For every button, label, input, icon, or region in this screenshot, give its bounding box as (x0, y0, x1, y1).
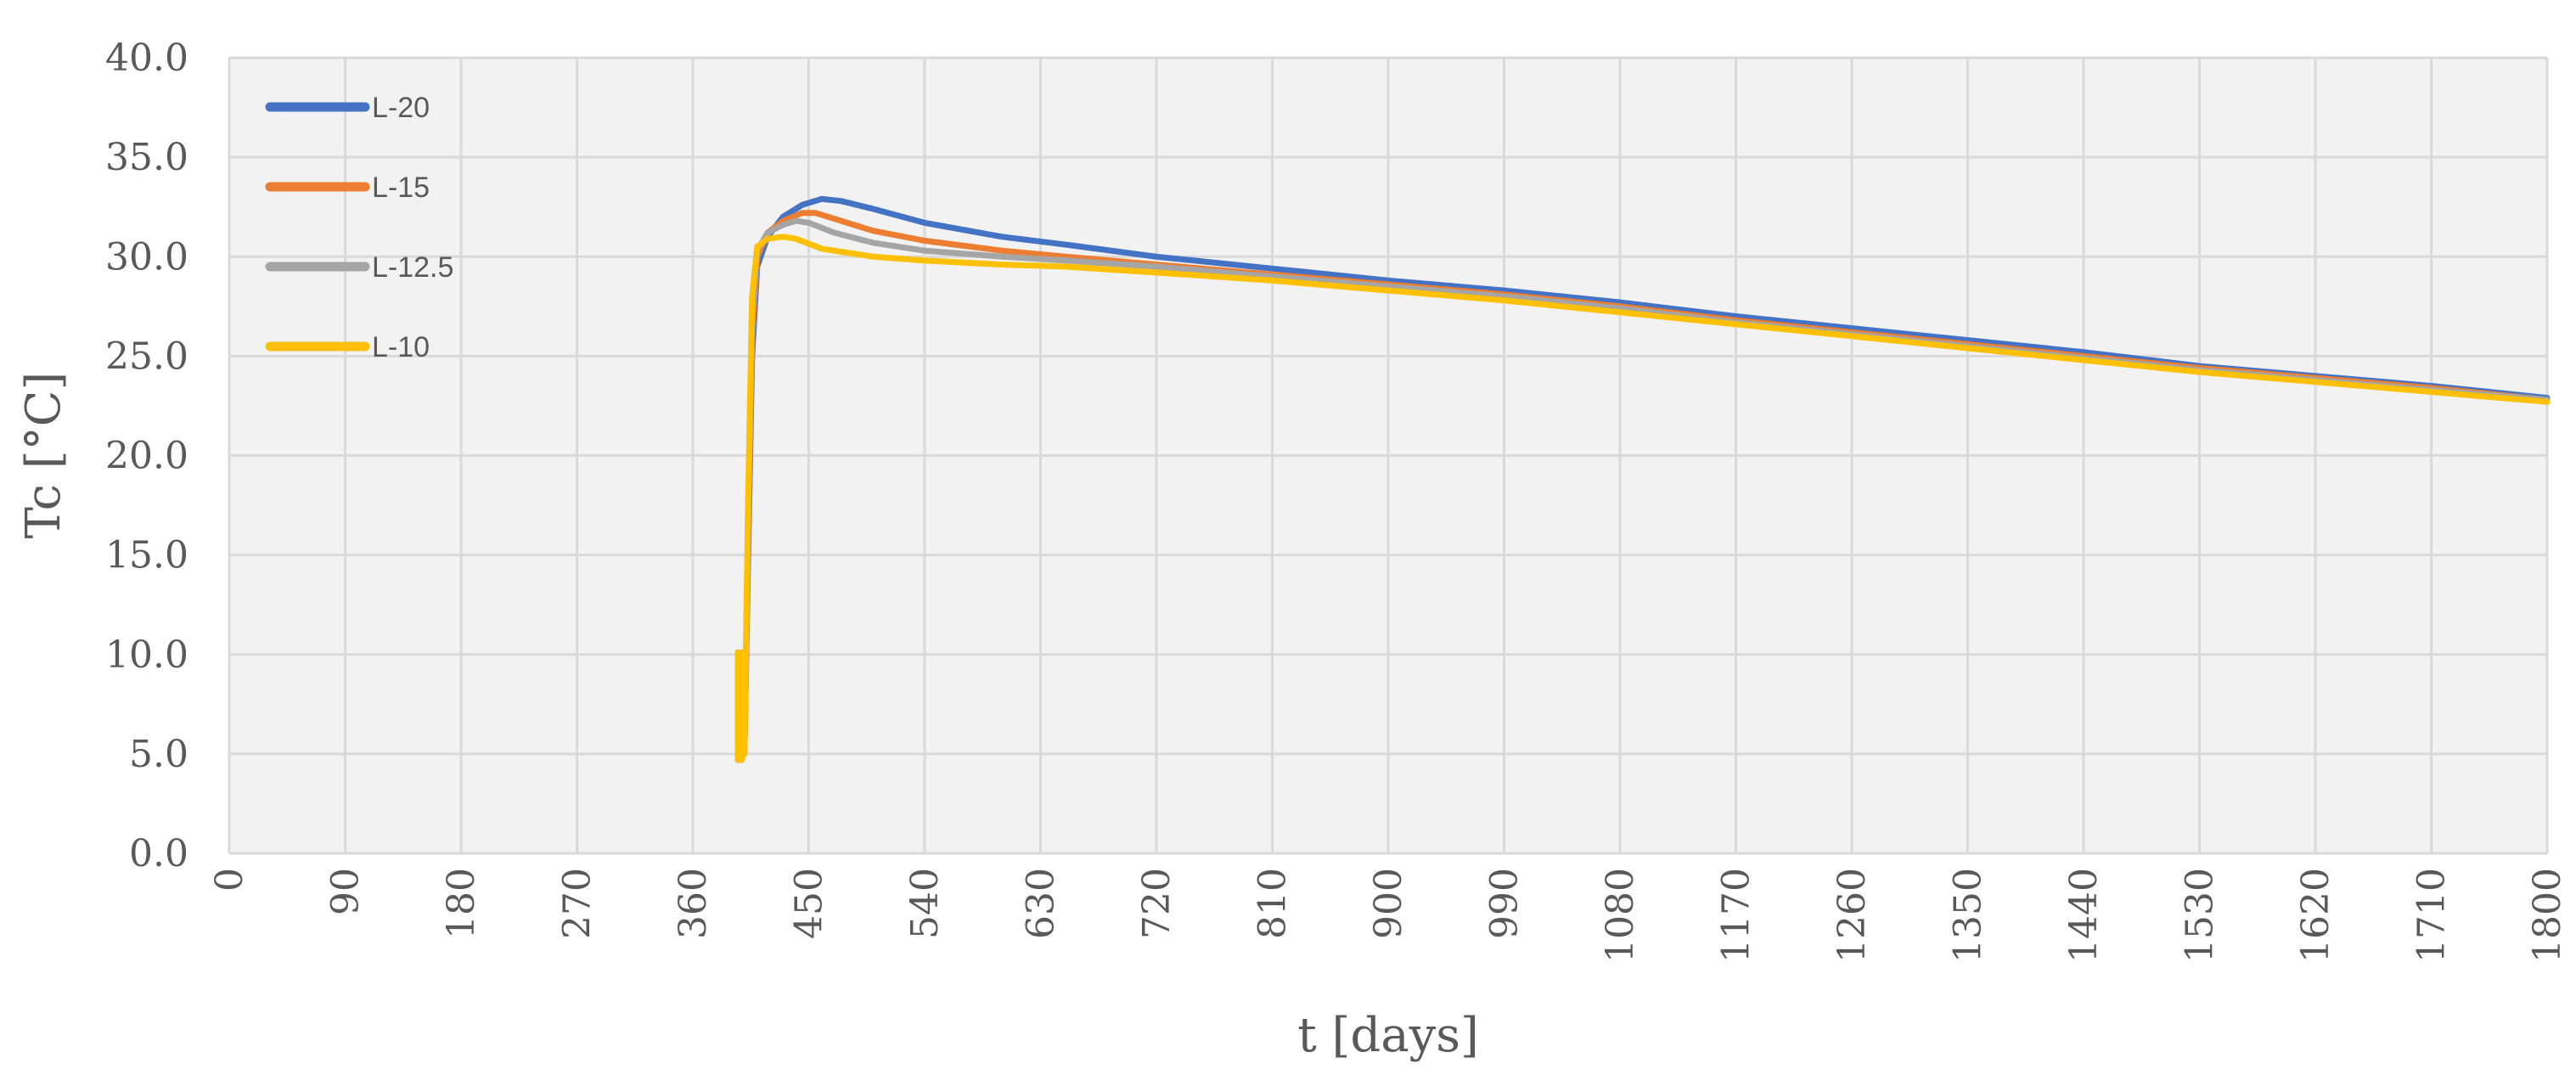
x-tick-label-10: 900 (1367, 868, 1410, 939)
legend-label-3: L-10 (372, 331, 430, 363)
x-tick-label-8: 720 (1135, 868, 1178, 939)
y-tick-label-8: 40.0 (105, 37, 188, 80)
y-tick-label-7: 35.0 (105, 136, 188, 179)
y-tick-label-3: 15.0 (105, 534, 188, 577)
x-tick-label-13: 1170 (1715, 868, 1758, 963)
y-axis-label: Tc [°C] (16, 372, 71, 539)
y-tick-label-1: 5.0 (129, 733, 188, 776)
y-tick-label-6: 30.0 (105, 235, 188, 279)
x-axis-label: t [days] (1297, 1008, 1479, 1063)
x-tick-label-0: 0 (208, 868, 251, 892)
x-tick-label-14: 1260 (1831, 868, 1874, 963)
y-tick-label-0: 0.0 (129, 832, 188, 875)
x-tick-label-9: 810 (1251, 868, 1295, 939)
x-tick-label-17: 1530 (2179, 868, 2222, 963)
legend-label-2: L-12.5 (372, 251, 453, 284)
y-tick-label-5: 25.0 (105, 335, 188, 378)
x-tick-label-19: 1710 (2410, 868, 2454, 963)
x-tick-label-1: 90 (324, 868, 368, 915)
x-tick-label-2: 180 (440, 868, 483, 939)
series-lines (734, 195, 2551, 763)
x-tick-label-5: 450 (788, 868, 831, 939)
x-tick-label-20: 1800 (2526, 868, 2569, 963)
x-tick-label-12: 1080 (1599, 868, 1642, 963)
x-tick-label-6: 540 (903, 868, 947, 939)
x-tick-label-15: 1350 (1947, 868, 1990, 963)
legend: L-20 L-15 L-12.5 L-10 (265, 92, 453, 363)
y-tick-label-2: 10.0 (105, 633, 188, 677)
gridlines (228, 56, 2549, 855)
y-axis-ticks: 0.0 5.0 10.0 15.0 20.0 25.0 30.0 35.0 40.0 (105, 37, 188, 875)
y-tick-label-4: 20.0 (105, 435, 188, 478)
x-tick-label-3: 270 (556, 868, 599, 939)
x-tick-label-16: 1440 (2062, 868, 2106, 963)
legend-label-1: L-15 (372, 172, 430, 204)
x-tick-label-7: 630 (1020, 868, 1063, 939)
x-tick-label-11: 990 (1483, 868, 1527, 939)
x-tick-label-18: 1620 (2294, 868, 2337, 963)
legend-label-0: L-20 (372, 92, 430, 124)
series-line-3 (734, 234, 2551, 763)
x-axis-ticks: 0 90 180 270 360 450 540 630 720 810 900 990 1080 117… (208, 868, 2569, 963)
x-tick-label-4: 360 (672, 868, 715, 939)
